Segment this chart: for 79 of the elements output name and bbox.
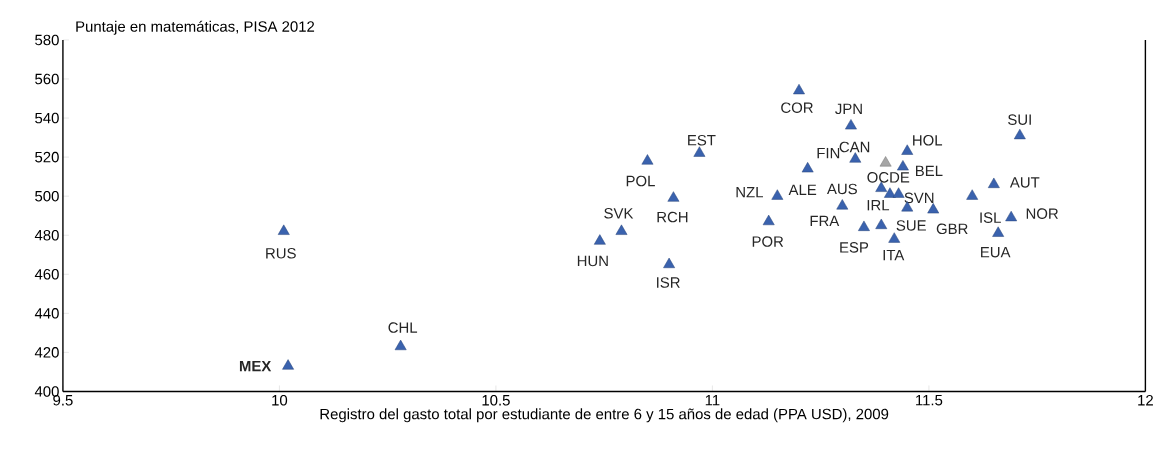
y-tick-label: 400 (34, 385, 59, 397)
annotation: HOL (913, 134, 943, 146)
x-tick-label: 11 (705, 394, 720, 406)
annotation: SUI (1008, 114, 1031, 125)
point (987, 177, 1000, 188)
annotation: AUS (826, 183, 857, 195)
annotation: NOR (1026, 208, 1059, 219)
point (888, 232, 901, 243)
annotation: FRA (810, 215, 840, 226)
point (277, 224, 290, 235)
point (879, 156, 892, 167)
y-tick-label: 460 (34, 268, 59, 280)
annotation: FIN (817, 147, 840, 159)
annotation: ISL (980, 212, 1001, 223)
point (667, 191, 680, 202)
point (927, 202, 940, 214)
y-tick-label: 560 (35, 73, 59, 85)
point (693, 146, 706, 157)
y-tick-label: 440 (34, 307, 59, 319)
annotation: JPN (835, 103, 862, 114)
x-tick-label: 12 (1138, 394, 1153, 406)
annotation: CHL (388, 322, 418, 333)
point (1013, 128, 1026, 139)
annotation: COR (781, 102, 813, 113)
point (836, 199, 849, 210)
point (845, 118, 857, 130)
annotation: SUE (896, 219, 926, 231)
annotation: ITA (883, 249, 905, 261)
y-tick-label: 480 (34, 229, 59, 241)
point (615, 224, 628, 235)
point (884, 187, 896, 198)
point (897, 159, 909, 171)
y-tick-label: 500 (35, 190, 59, 202)
x-tick-label: 11.5 (916, 394, 943, 406)
point (793, 83, 805, 95)
point (762, 214, 775, 225)
point (966, 189, 979, 200)
annotation: SVN (904, 192, 934, 203)
point (858, 220, 870, 231)
point (394, 339, 407, 350)
annotation: NZL (736, 186, 763, 198)
annotation: OCDE (867, 171, 910, 183)
annotation: EST (688, 134, 716, 146)
annotation: POL (626, 175, 655, 187)
x-tick-label: 10 (272, 394, 288, 406)
annotation: SVK (604, 207, 634, 219)
point (875, 218, 888, 229)
point (801, 161, 814, 173)
annotation: ALE (788, 184, 817, 195)
annotation: EUA (981, 246, 1011, 258)
y-tick-label: 520 (35, 151, 59, 163)
y-axis-title: Puntaje en matemáticas, PISA 2012 (76, 20, 315, 35)
annotation: POR (752, 236, 784, 247)
point (282, 359, 294, 370)
annotation: MEX (239, 360, 272, 372)
point (663, 257, 675, 268)
y-tick-label: 420 (34, 346, 59, 358)
y-tick-label: 580 (35, 34, 59, 46)
point (901, 144, 914, 155)
annotation: RUS (266, 247, 296, 259)
x-axis-title: Registro del gasto total por estudiante de entre 6 y 15 años de edad (PPA USD), 2009 (320, 408, 889, 423)
annotation: HUN (577, 255, 608, 267)
x-tick-label: 9.5 (53, 394, 73, 406)
annotation: AUT (1009, 177, 1040, 188)
annotation: GBR (936, 223, 968, 234)
point (1005, 210, 1018, 221)
annotation: ESP (840, 241, 869, 253)
point (593, 234, 606, 245)
point (641, 154, 654, 165)
annotation: BEL (916, 165, 943, 176)
y-tick-label: 540 (35, 112, 59, 124)
point (771, 189, 784, 200)
point (992, 226, 1005, 237)
point (892, 187, 905, 198)
x-tick-label: 10.5 (482, 394, 510, 406)
annotation: RCH (657, 211, 688, 223)
annotation: CAN (839, 141, 870, 153)
annotation: IRL (867, 199, 890, 211)
annotation: ISR (657, 277, 680, 288)
